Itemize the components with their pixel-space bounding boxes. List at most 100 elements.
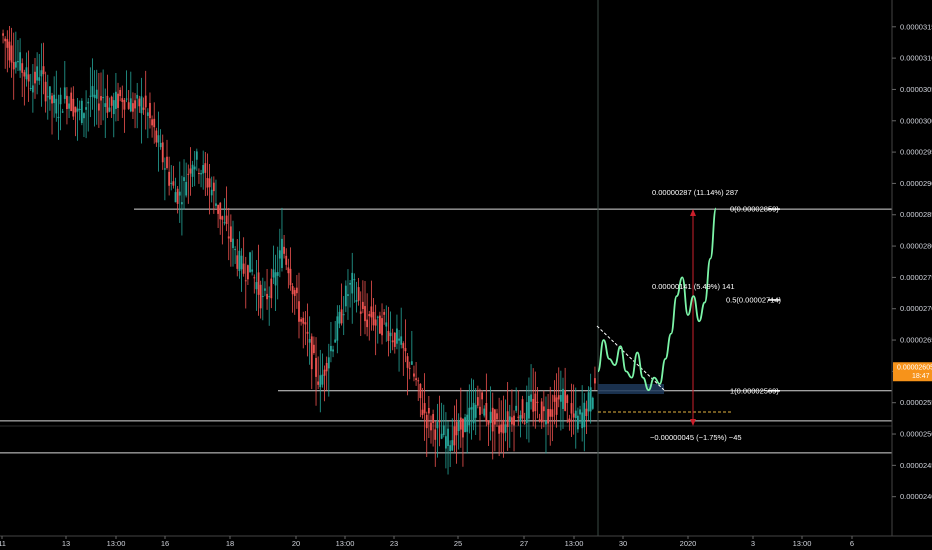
candle-body bbox=[66, 95, 68, 110]
candle-body bbox=[153, 118, 156, 128]
candle-body bbox=[289, 268, 292, 286]
candle-body bbox=[349, 283, 351, 285]
candle-body bbox=[83, 113, 85, 119]
candle-body bbox=[227, 236, 230, 239]
candle-body bbox=[72, 98, 75, 117]
candle-body bbox=[594, 378, 596, 384]
candle-body bbox=[240, 255, 243, 270]
candle-body bbox=[587, 392, 590, 412]
candle-body bbox=[132, 103, 134, 112]
candle-body bbox=[85, 107, 87, 110]
candle-body bbox=[415, 378, 417, 380]
candle-body bbox=[374, 319, 377, 326]
measure-arrow-head-up bbox=[690, 209, 696, 216]
x-tick-label: 16 bbox=[161, 539, 169, 548]
candle-body bbox=[123, 99, 126, 110]
candle-body bbox=[89, 95, 92, 97]
candle-body bbox=[223, 222, 226, 224]
candle-body bbox=[568, 418, 571, 423]
candle-body bbox=[178, 191, 181, 196]
candle-body bbox=[402, 343, 405, 349]
candle-body bbox=[564, 390, 567, 411]
candle-body bbox=[174, 192, 177, 203]
candle-body bbox=[534, 393, 537, 412]
candle-body bbox=[528, 395, 530, 419]
candle-body bbox=[302, 317, 305, 324]
candle-body bbox=[408, 367, 411, 369]
candle-body bbox=[357, 287, 360, 301]
x-tick-label: 20 bbox=[292, 539, 300, 548]
candle-body bbox=[436, 421, 439, 429]
candle-body bbox=[479, 406, 481, 415]
candle-body bbox=[215, 203, 217, 206]
x-tick-label: 2020 bbox=[680, 539, 697, 548]
candle-body bbox=[577, 415, 579, 430]
candle-body bbox=[406, 356, 409, 368]
candle-body bbox=[432, 414, 435, 423]
candle-body bbox=[423, 403, 426, 414]
measure-arrow-head-down bbox=[690, 419, 696, 426]
candle-body bbox=[338, 311, 341, 324]
candle-body bbox=[142, 107, 145, 110]
candle-body bbox=[562, 388, 564, 409]
candle-body bbox=[361, 301, 364, 310]
candle-body bbox=[504, 424, 507, 433]
candle-body bbox=[459, 417, 462, 430]
candle-body bbox=[521, 399, 524, 419]
candle-body bbox=[336, 316, 339, 341]
candle-body bbox=[570, 403, 573, 414]
candle-body bbox=[381, 318, 383, 336]
candle-body bbox=[70, 92, 73, 112]
candle-body bbox=[274, 272, 277, 286]
candle-body bbox=[21, 63, 24, 73]
candle-body bbox=[12, 62, 15, 70]
candle-body bbox=[59, 94, 62, 105]
candle-body bbox=[306, 331, 309, 334]
candle-body bbox=[319, 375, 322, 388]
candle-body bbox=[4, 38, 7, 42]
candles bbox=[2, 26, 596, 475]
candle-body bbox=[80, 100, 83, 124]
candle-body bbox=[55, 98, 58, 114]
candle-body bbox=[42, 66, 45, 75]
candle-body bbox=[359, 311, 362, 314]
candle-body bbox=[272, 269, 275, 278]
candle-body bbox=[127, 102, 130, 109]
candle-body bbox=[404, 348, 407, 352]
candle-body bbox=[210, 189, 213, 196]
x-tick-label: 23 bbox=[390, 539, 398, 548]
y-tick-label: 0.00002900 bbox=[900, 179, 932, 188]
candle-body bbox=[300, 319, 303, 322]
y-tick-label: 0.00003050 bbox=[900, 85, 932, 94]
candle-body bbox=[547, 409, 549, 424]
candle-body bbox=[204, 163, 207, 173]
candle-body bbox=[146, 112, 149, 116]
x-tick-label: 18 bbox=[226, 539, 234, 548]
candle-body bbox=[372, 311, 375, 326]
x-tick-label: 13 bbox=[62, 539, 70, 548]
measurement-label: 0.00000141 (5.49%) 141 bbox=[652, 282, 735, 291]
x-tick-label: 11 bbox=[0, 539, 6, 548]
candle-body bbox=[151, 119, 153, 126]
candle-body bbox=[472, 402, 475, 424]
candle-body bbox=[417, 380, 420, 382]
candle-body bbox=[370, 306, 373, 318]
candle-body bbox=[278, 250, 281, 259]
candle-body bbox=[468, 407, 471, 426]
candle-body bbox=[366, 319, 369, 328]
candle-body bbox=[108, 107, 111, 112]
candle-body bbox=[508, 416, 511, 422]
candle-body bbox=[413, 373, 415, 377]
candle-body bbox=[559, 395, 562, 402]
candle-body bbox=[515, 405, 518, 411]
candle-body bbox=[14, 61, 17, 68]
candle-body bbox=[63, 87, 66, 99]
candle-body bbox=[112, 100, 115, 115]
candle-body bbox=[257, 272, 260, 295]
candle-body bbox=[117, 93, 119, 108]
y-tick-label: 0.00003000 bbox=[900, 116, 932, 125]
candle-body bbox=[440, 433, 443, 439]
candle-body bbox=[8, 41, 11, 61]
